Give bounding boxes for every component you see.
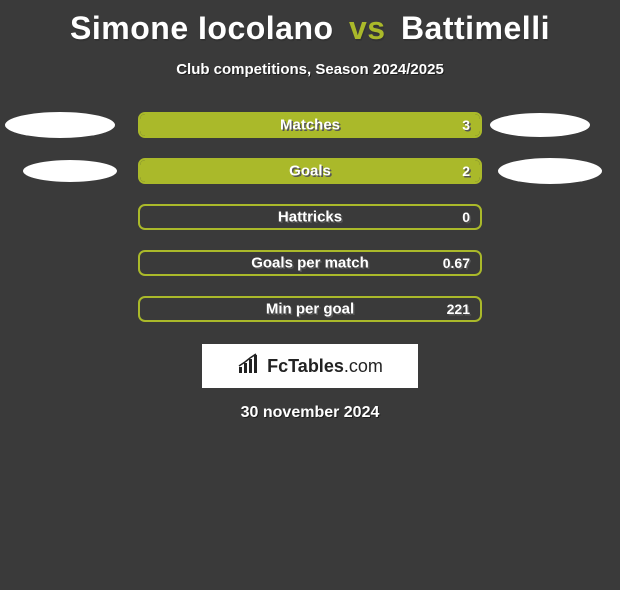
logo-text: FcTables.com [267, 356, 383, 377]
stat-bar: Hattricks 0 [138, 204, 482, 230]
stat-value: 3 [462, 117, 470, 133]
stat-value: 0 [462, 209, 470, 225]
vs-separator: vs [349, 10, 386, 46]
stat-rows: Matches 3 Goals 2 Hattricks 0 Goals per match 0… [0, 112, 620, 322]
logo-text-light: .com [344, 356, 383, 376]
stat-value: 2 [462, 163, 470, 179]
stat-label: Goals per match [251, 255, 369, 272]
right-ellipse [490, 113, 590, 137]
stat-value: 221 [447, 301, 470, 317]
chart-icon [237, 353, 263, 380]
player2-name: Battimelli [401, 10, 550, 46]
snapshot-date: 30 november 2024 [0, 404, 620, 422]
left-ellipse [23, 160, 117, 182]
subtitle: Club competitions, Season 2024/2025 [0, 61, 620, 78]
player1-name: Simone Iocolano [70, 10, 334, 46]
stat-label: Matches [280, 117, 340, 134]
stat-row: Goals per match 0.67 [0, 250, 620, 276]
stat-row: Matches 3 [0, 112, 620, 138]
stat-label: Goals [289, 163, 331, 180]
stat-bar: Goals per match 0.67 [138, 250, 482, 276]
stat-row: Goals 2 [0, 158, 620, 184]
stat-label: Hattricks [278, 209, 342, 226]
stat-bar: Goals 2 [138, 158, 482, 184]
logo-box: FcTables.com [202, 344, 418, 388]
stat-label: Min per goal [266, 301, 354, 318]
stat-bar: Min per goal 221 [138, 296, 482, 322]
logo-text-bold: FcTables [267, 356, 344, 376]
left-ellipse [5, 112, 115, 138]
stat-row: Min per goal 221 [0, 296, 620, 322]
comparison-title: Simone Iocolano vs Battimelli [0, 10, 620, 47]
stat-row: Hattricks 0 [0, 204, 620, 230]
stat-value: 0.67 [443, 255, 470, 271]
stat-bar: Matches 3 [138, 112, 482, 138]
right-ellipse [498, 158, 602, 184]
